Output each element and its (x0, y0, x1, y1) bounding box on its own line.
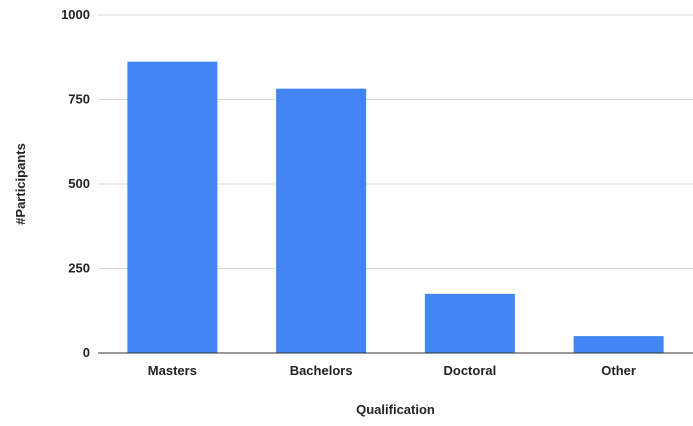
bar-bachelors (276, 88, 367, 354)
y-tick-label-1000: 1000 (61, 7, 90, 22)
y-tick-label-750: 750 (68, 92, 90, 107)
x-axis-title: Qualification (356, 402, 435, 417)
y-tick-label-250: 250 (68, 261, 90, 276)
x-tick-label-doctoral: Doctoral (444, 363, 497, 378)
axes: 0 250 500 750 1000 Masters Bachelors Doctoral Ot… (61, 7, 693, 378)
y-tick-label-0: 0 (83, 345, 90, 360)
bars (127, 61, 664, 354)
bar-other (573, 336, 664, 353)
y-tick-label-500: 500 (68, 176, 90, 191)
bar-masters (127, 61, 218, 353)
bar-doctoral (424, 293, 515, 353)
x-tick-label-other: Other (601, 363, 636, 378)
x-tick-label-masters: Masters (148, 363, 197, 378)
y-axis-title: #Participants (13, 143, 28, 225)
x-tick-label-bachelors: Bachelors (290, 363, 353, 378)
